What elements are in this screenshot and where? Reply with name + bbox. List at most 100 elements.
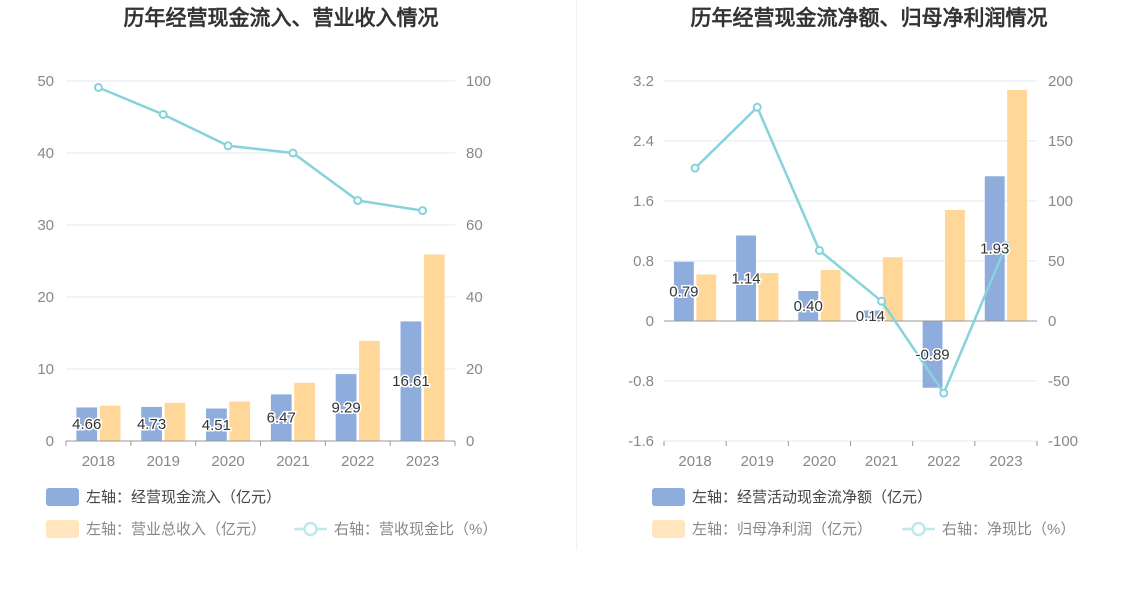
left-axis-tick-label: 2.4	[633, 133, 654, 150]
bar-data-label: 0.40	[794, 298, 823, 315]
bar-data-label: 4.66	[72, 416, 101, 433]
bar-secondary	[294, 382, 315, 441]
legend-swatch-primary	[652, 488, 685, 506]
legend-label-primary: 左轴：经营现金流入（亿元）	[86, 489, 281, 506]
bar-secondary	[696, 274, 717, 321]
right-axis-tick-label: 40	[466, 289, 483, 306]
bar-secondary	[99, 405, 121, 441]
chart-panel-cash-inflow-revenue: 历年经营现金流入、营业收入情况 0 10 20 30 40 50 0 20 40 60 80 100 20…	[37, 6, 497, 538]
line-point	[814, 245, 824, 255]
bar-primary	[400, 321, 422, 441]
x-axis-category-label: 2023	[406, 453, 439, 470]
bar-secondary	[758, 273, 779, 321]
chart-title: 历年经营现金流净额、归母净利润情况	[691, 6, 1048, 30]
bar-primary	[798, 291, 819, 321]
bar-secondary	[820, 270, 841, 321]
legend-line-marker	[911, 521, 926, 537]
bar-primary	[270, 394, 292, 441]
right-axis-tick-label: 100	[466, 73, 491, 90]
line-point	[353, 196, 363, 206]
x-axis-category-label: 2018	[82, 453, 115, 470]
panel-divider	[576, 0, 577, 550]
right-axis-tick-label: 80	[466, 145, 483, 162]
x-axis-category-label: 2020	[803, 453, 836, 470]
right-axis-tick-label: 50	[1048, 253, 1065, 270]
bar-secondary	[164, 402, 186, 441]
bar-primary	[335, 374, 357, 441]
legend-swatch-secondary	[46, 520, 79, 538]
bar-secondary	[229, 401, 251, 441]
bar-data-label: 4.73	[137, 416, 166, 433]
left-axis-tick-label: 10	[37, 361, 54, 378]
line-series	[97, 86, 423, 212]
right-axis-tick-label: 0	[466, 433, 474, 450]
legend-label-secondary: 左轴：归母净利润（亿元）	[692, 521, 872, 538]
x-axis-category-label: 2018	[678, 453, 711, 470]
chart-title: 历年经营现金流入、营业收入情况	[124, 6, 439, 30]
bar-primary	[206, 408, 227, 441]
right-axis-tick-label: 150	[1048, 133, 1073, 150]
bar-data-label: 4.51	[202, 417, 231, 434]
legend-swatch-primary	[46, 488, 79, 506]
bar-data-label: 1.93	[980, 241, 1009, 258]
bar-data-label: 9.29	[331, 400, 360, 417]
right-axis-tick-label: -100	[1048, 433, 1078, 450]
line-point	[877, 296, 887, 306]
right-axis-tick-label: 200	[1048, 73, 1073, 90]
left-axis-tick-label: -0.8	[628, 373, 654, 390]
line-point	[752, 102, 762, 112]
left-axis-tick-label: 20	[37, 289, 54, 306]
line-point	[418, 206, 428, 216]
legend-label-secondary: 左轴：营业总收入（亿元）	[86, 521, 266, 538]
bar-data-label: 1.14	[731, 270, 760, 287]
x-axis-category-label: 2019	[147, 453, 180, 470]
right-axis-tick-label: 20	[466, 361, 483, 378]
right-axis-tick-label: 100	[1048, 193, 1073, 210]
legend-line-marker	[303, 521, 318, 537]
bar-data-label: 16.61	[392, 373, 430, 390]
chart-panel-net-cash-profit: 历年经营现金流净额、归母净利润情况 -1.6 -0.8 0 0.8 1.6 2.4 3.2 -1…	[577, 0, 1148, 589]
bar-data-label: 0.14	[856, 308, 885, 325]
line-point	[223, 141, 233, 151]
x-axis-category-label: 2019	[741, 453, 774, 470]
bar-data-label: -0.89	[915, 346, 949, 363]
line-point	[158, 109, 168, 119]
legend-label-primary: 左轴：经营活动现金流净额（亿元）	[692, 489, 932, 506]
legend-label-line: 右轴：营收现金比（%）	[334, 521, 497, 538]
bar-primary	[860, 310, 881, 321]
x-axis-category-label: 2023	[989, 453, 1022, 470]
bar-data-label: 0.79	[669, 283, 698, 300]
left-axis-tick-label: 0	[646, 313, 654, 330]
x-axis-category-label: 2022	[341, 453, 374, 470]
x-axis-category-label: 2020	[211, 453, 244, 470]
bar-primary	[673, 261, 694, 321]
legend-label-line: 右轴：净现比（%）	[942, 521, 1075, 538]
left-axis-tick-label: 1.6	[633, 193, 654, 210]
line-point	[93, 82, 103, 92]
left-axis-tick-label: 0	[46, 433, 54, 450]
line-point	[690, 163, 700, 173]
chart-svg-net-cash-profit: 历年经营现金流净额、归母净利润情况 -1.6 -0.8 0 0.8 1.6 2.4 3.2 -1…	[628, 6, 1078, 538]
x-axis-category-label: 2022	[927, 453, 960, 470]
bar-primary	[76, 407, 98, 441]
left-axis-tick-label: 40	[37, 145, 54, 162]
left-axis-tick-label: 0.8	[633, 253, 654, 270]
left-axis-tick-label: 30	[37, 217, 54, 234]
line-series	[694, 105, 1008, 396]
bar-primary	[141, 406, 162, 441]
x-axis-category-label: 2021	[865, 453, 898, 470]
right-axis-tick-label: 0	[1048, 313, 1056, 330]
line-point	[1001, 241, 1011, 251]
line-point	[288, 148, 298, 158]
bar-data-label: 6.47	[267, 410, 296, 427]
line-point	[939, 388, 949, 398]
left-axis-tick-label: -1.6	[628, 433, 654, 450]
bar-secondary	[944, 210, 965, 321]
legend-swatch-secondary	[652, 520, 685, 538]
bar-secondary	[423, 254, 445, 441]
left-axis-tick-label: 50	[37, 73, 54, 90]
bar-primary	[736, 235, 757, 321]
bar-secondary	[882, 257, 903, 321]
right-axis-tick-label: -50	[1048, 373, 1070, 390]
bar-secondary	[1007, 90, 1028, 321]
